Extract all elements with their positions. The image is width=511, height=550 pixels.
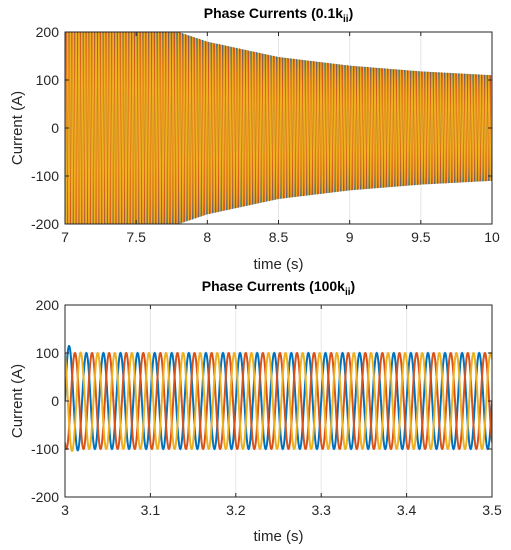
x-axis-label: time (s) <box>254 528 304 545</box>
chart-title-main: Phase Currents (100k <box>202 278 345 294</box>
y-axis-label: Current (A) <box>9 91 26 165</box>
y-tick-label: -200 <box>31 216 59 232</box>
x-tick-label: 9.5 <box>411 229 431 245</box>
y-tick-label: -100 <box>31 168 59 184</box>
x-tick-label: 8 <box>203 229 211 245</box>
x-axis-label: time (s) <box>254 256 304 273</box>
series-line-3 <box>65 351 492 453</box>
y-tick-label: -100 <box>31 441 59 457</box>
y-tick-label: 200 <box>36 297 60 313</box>
y-tick-label: -200 <box>31 489 59 505</box>
chart-title: Phase Currents (0.1kii) <box>204 5 354 25</box>
chart-title-main: Phase Currents (0.1k <box>204 5 343 21</box>
x-tick-label: 3.3 <box>311 502 331 518</box>
chart-title: Phase Currents (100kii) <box>202 278 355 298</box>
x-tick-label: 10 <box>484 229 500 245</box>
y-tick-label: 100 <box>36 72 60 88</box>
chart-title-subscript: ii <box>345 287 351 298</box>
series-line-1 <box>65 344 492 452</box>
chart-title-suffix: ) <box>351 278 356 294</box>
x-tick-label: 7.5 <box>126 229 146 245</box>
x-tick-label: 8.5 <box>269 229 289 245</box>
x-tick-label: 3.2 <box>226 502 246 518</box>
x-tick-label: 3.4 <box>397 502 417 518</box>
y-tick-label: 100 <box>36 345 60 361</box>
x-tick-label: 7 <box>61 229 69 245</box>
chart-2: 3 3.1 3.2 3.3 3.4 3.5 -200 -100 0 100 200 time (s) C… <box>9 278 502 545</box>
y-axis-label: Current (A) <box>9 364 26 438</box>
y-tick-label: 200 <box>36 24 60 40</box>
x-tick-label: 3.1 <box>141 502 161 518</box>
series-line-2 <box>65 351 492 451</box>
y-tick-label: 0 <box>51 393 59 409</box>
plot-area <box>65 344 492 453</box>
chart-1: 7 7.5 8 8.5 9 9.5 10 -200 -100 0 100 200 time (s) Cur… <box>9 5 500 273</box>
x-tick-label: 3.5 <box>482 502 502 518</box>
x-tick-label: 9 <box>346 229 354 245</box>
chart-title-suffix: ) <box>349 5 354 21</box>
chart-title-subscript: ii <box>343 14 349 25</box>
y-tick-label: 0 <box>51 120 59 136</box>
x-tick-label: 3 <box>61 502 69 518</box>
